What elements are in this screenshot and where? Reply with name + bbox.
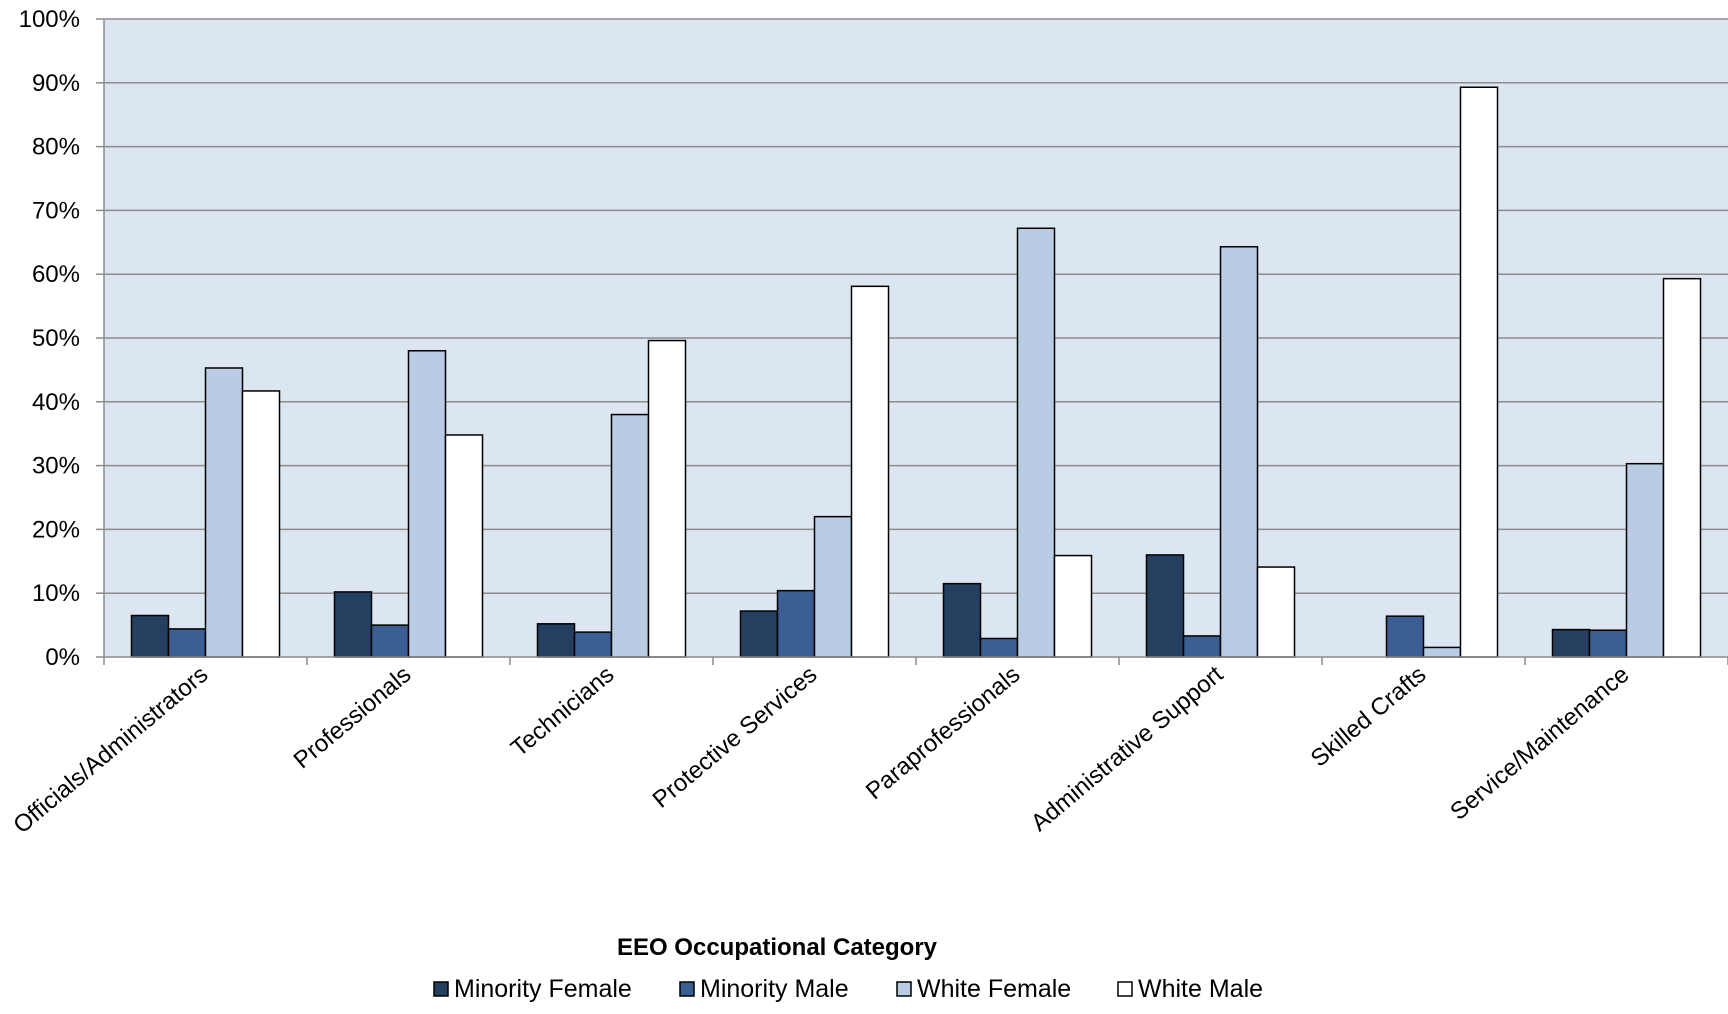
bar-white-female bbox=[1016, 227, 1056, 658]
bar-white-male bbox=[444, 434, 484, 658]
bar-white-male bbox=[647, 339, 687, 658]
bar-white-female bbox=[1219, 246, 1259, 658]
legend-swatch bbox=[896, 981, 912, 997]
bar-minority-female bbox=[739, 610, 779, 658]
legend-label: White Female bbox=[917, 975, 1071, 1003]
category-label: Administrative Support bbox=[1026, 661, 1229, 837]
bar-white-male bbox=[1256, 566, 1296, 658]
category-label: Paraprofessionals bbox=[861, 661, 1026, 805]
bar-minority-male bbox=[776, 589, 816, 658]
bar-minority-male bbox=[167, 628, 207, 658]
y-tick-label: 10% bbox=[32, 580, 80, 607]
category-label: Skilled Crafts bbox=[1306, 661, 1432, 773]
bar-minority-female bbox=[333, 591, 373, 658]
gridlines bbox=[96, 18, 1728, 658]
category-label: Technicians bbox=[506, 661, 619, 762]
bar-white-male bbox=[1459, 86, 1499, 658]
bar-minority-male bbox=[370, 624, 410, 658]
bar-minority-female bbox=[942, 582, 982, 658]
bar-white-male bbox=[241, 390, 281, 658]
bar-minority-female bbox=[1551, 628, 1591, 658]
bar-minority-female bbox=[130, 614, 170, 658]
x-axis-title: EEO Occupational Category bbox=[617, 934, 938, 961]
y-tick-labels: 0% 10% 20% 30% 40% 50% 60% 70% 80% 90% 100% bbox=[19, 6, 80, 671]
legend-label: Minority Male bbox=[700, 975, 849, 1003]
legend: Minority Female Minority Male White Female… bbox=[433, 975, 1263, 1003]
legend-label: Minority Female bbox=[454, 975, 632, 1003]
bar-white-female bbox=[610, 413, 650, 658]
axes bbox=[103, 19, 1728, 665]
bar-white-female bbox=[813, 515, 853, 658]
y-tick-label: 50% bbox=[32, 325, 80, 352]
bar-white-male bbox=[1053, 554, 1093, 658]
y-tick-label: 30% bbox=[32, 453, 80, 480]
y-tick-label: 80% bbox=[32, 134, 80, 161]
legend-swatch bbox=[1117, 981, 1133, 997]
y-tick-label: 20% bbox=[32, 516, 80, 543]
bar-minority-male bbox=[979, 637, 1019, 658]
bar-white-female bbox=[1422, 646, 1462, 658]
y-tick-label: 0% bbox=[45, 644, 80, 671]
category-label: Service/Maintenance bbox=[1445, 661, 1634, 826]
bar-minority-male bbox=[1385, 615, 1425, 658]
legend-swatch bbox=[679, 981, 695, 997]
y-tick-label: 40% bbox=[32, 389, 80, 416]
category-label: Officials/Administrators bbox=[8, 661, 213, 839]
y-tick-label: 90% bbox=[32, 70, 80, 97]
legend-label: White Male bbox=[1138, 975, 1263, 1003]
bar-white-male bbox=[1662, 277, 1702, 658]
bars bbox=[130, 86, 1702, 658]
category-labels: Officials/Administrators Professionals Tec… bbox=[8, 661, 1634, 839]
bar-minority-female bbox=[536, 623, 576, 658]
category-label: Professionals bbox=[289, 661, 417, 774]
bar-minority-male bbox=[573, 631, 613, 658]
category-label: Protective Services bbox=[648, 661, 823, 814]
bar-minority-female bbox=[1145, 554, 1185, 658]
y-tick-label: 100% bbox=[19, 6, 80, 33]
y-tick-label: 70% bbox=[32, 197, 80, 224]
bar-minority-male bbox=[1182, 635, 1222, 658]
bar-white-male bbox=[850, 285, 890, 658]
bar-white-female bbox=[204, 367, 244, 658]
bar-white-female bbox=[407, 350, 447, 658]
y-tick-label: 60% bbox=[32, 261, 80, 288]
bar-minority-male bbox=[1588, 629, 1628, 658]
bar-white-female bbox=[1625, 462, 1665, 658]
legend-swatch bbox=[433, 981, 449, 997]
